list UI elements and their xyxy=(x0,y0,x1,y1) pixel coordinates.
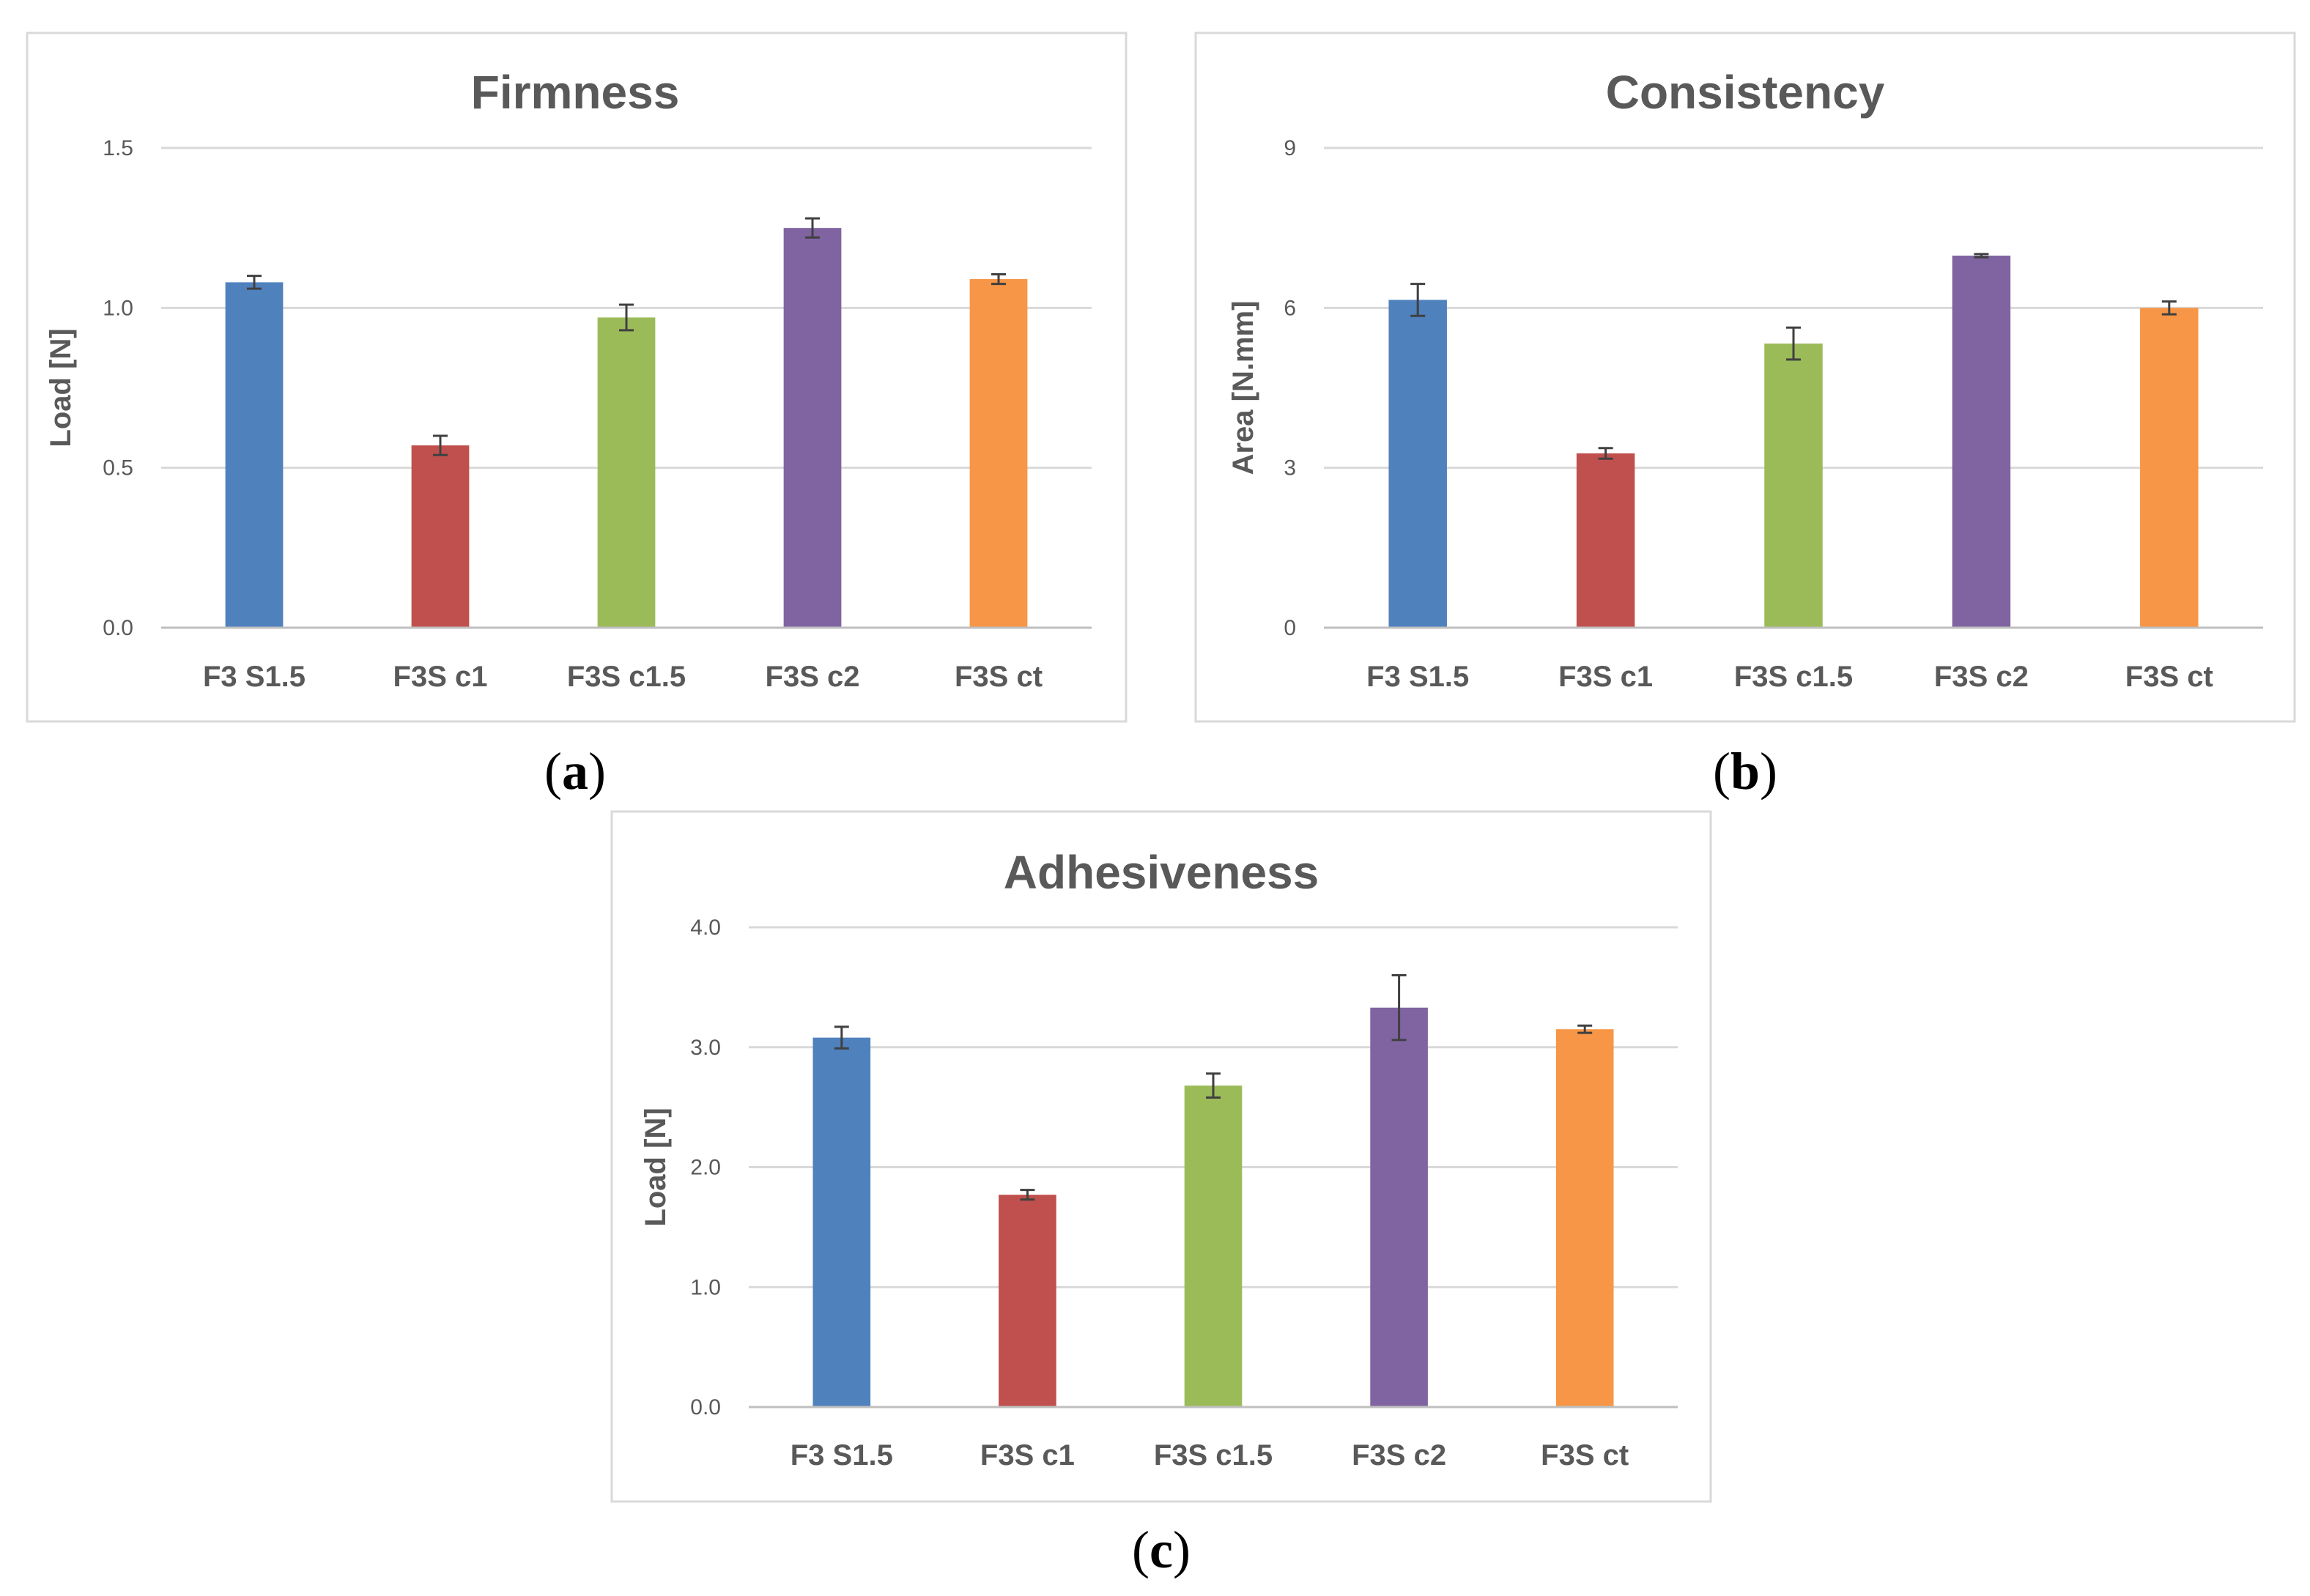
x-tick-label: F3S c2 xyxy=(1352,1439,1446,1471)
error-bar xyxy=(1974,253,1989,259)
error-bar xyxy=(1391,974,1407,1042)
error-bar xyxy=(1786,326,1801,361)
y-tick-label: 4.0 xyxy=(690,916,721,940)
error-bar xyxy=(1410,283,1426,317)
y-tick-label: 2.0 xyxy=(690,1156,721,1180)
y-tick-label: 6 xyxy=(1284,296,1296,320)
x-tick-label: F3 S1.5 xyxy=(1366,661,1469,693)
error-bars xyxy=(834,974,1593,1201)
bar xyxy=(2140,308,2199,628)
error-bar xyxy=(247,275,262,290)
y-tick-label: 0.5 xyxy=(103,456,133,480)
error-bar xyxy=(1020,1189,1035,1201)
x-tick-label: F3S c1 xyxy=(1558,661,1653,693)
y-tick-labels: 0.0 0.5 1.0 1.5 xyxy=(103,136,133,640)
bars xyxy=(812,1007,1614,1407)
y-axis-label: Load [N] xyxy=(45,328,77,447)
bar xyxy=(1555,1029,1614,1407)
chart-adhesiveness: Adhesiveness Load [N] 0.0 1.0 2.0 3.0 4.0 F3… xyxy=(610,810,1712,1503)
y-tick-label: 1.0 xyxy=(690,1275,721,1299)
y-tick-label: 0.0 xyxy=(103,616,133,640)
y-tick-label: 0.0 xyxy=(690,1395,721,1419)
bar xyxy=(1764,344,1823,628)
y-axis-label: Area [N.mm] xyxy=(1227,301,1259,475)
bar xyxy=(969,279,1028,628)
error-bar xyxy=(1598,447,1613,460)
x-tick-label: F3S c1.5 xyxy=(567,661,686,693)
y-tick-label: 9 xyxy=(1284,136,1296,160)
error-bar xyxy=(619,303,634,332)
chart-firmness: Firmness Load [N] 0.00.51.01.5 F3 S1.5 F3… xyxy=(26,31,1128,723)
bars xyxy=(225,228,1028,628)
y-axis-label: Load [N] xyxy=(640,1107,672,1226)
error-bars xyxy=(1410,253,2177,460)
x-tick-label: F3S c1 xyxy=(393,661,488,693)
panel-label-a: (a) xyxy=(544,742,606,801)
bar xyxy=(597,317,656,628)
x-tick-label: F3S ct xyxy=(2125,661,2213,693)
x-tick-label: F3S c1.5 xyxy=(1154,1439,1273,1471)
x-tick-label: F3S c1.5 xyxy=(1734,661,1853,693)
error-bar xyxy=(2161,300,2177,316)
x-tick-label: F3S c2 xyxy=(766,661,860,693)
x-tick-label: F3S ct xyxy=(1541,1439,1629,1471)
bar xyxy=(783,228,842,628)
bar xyxy=(1952,256,2011,628)
x-tick-labels: F3 S1.5 F3S c1 F3S c1.5 F3S c2 F3S ct xyxy=(1366,661,2213,693)
bar xyxy=(411,445,470,628)
x-tick-label: F3S ct xyxy=(955,661,1043,693)
error-bar xyxy=(991,272,1006,286)
x-tick-label: F3S c1 xyxy=(980,1439,1075,1471)
error-bar xyxy=(1206,1072,1221,1099)
y-tick-label: 0 xyxy=(1284,616,1296,640)
y-tick-label: 1.5 xyxy=(103,136,133,160)
y-tick-label: 3.0 xyxy=(690,1036,721,1060)
x-tick-labels: F3 S1.5 F3S c1 F3S c1.5 F3S c2 F3S ct xyxy=(791,1439,1629,1471)
y-tick-labels: 0.0 1.0 2.0 3.0 4.0 xyxy=(690,916,721,1419)
panel-label-c: (c) xyxy=(1132,1521,1191,1579)
bar xyxy=(1576,453,1635,628)
y-tick-label: 1.0 xyxy=(103,296,133,320)
x-tick-labels: F3 S1.5 F3S c1 F3S c1.5 F3S c2 F3S ct xyxy=(203,661,1043,693)
error-bar xyxy=(1577,1024,1593,1034)
bar xyxy=(1184,1085,1243,1407)
panel-label-b: (b) xyxy=(1713,742,1777,801)
x-tick-label: F3S c2 xyxy=(1934,661,2029,693)
error-bar xyxy=(834,1025,849,1050)
bar xyxy=(1388,300,1447,628)
chart-title: Consistency xyxy=(1606,66,1885,119)
bar xyxy=(225,282,284,628)
error-bars xyxy=(247,217,1006,456)
chart-consistency: Consistency Area [N.mm] 0 3 6 9 F3 S1.5 F3S … xyxy=(1194,31,2296,723)
x-tick-label: F3 S1.5 xyxy=(791,1439,893,1471)
chart-frame xyxy=(610,810,1712,1503)
bar xyxy=(1370,1007,1428,1407)
y-tick-labels: 0 3 6 9 xyxy=(1284,136,1296,640)
error-bar xyxy=(805,217,820,239)
chart-title: Adhesiveness xyxy=(1004,846,1319,899)
bar xyxy=(999,1195,1056,1407)
x-tick-label: F3 S1.5 xyxy=(203,661,306,693)
chart-frame xyxy=(1194,31,2296,723)
chart-title: Firmness xyxy=(471,66,680,119)
chart-frame xyxy=(26,31,1128,723)
y-tick-label: 3 xyxy=(1284,456,1296,480)
error-bar xyxy=(433,434,448,456)
bars xyxy=(1388,256,2199,628)
bar xyxy=(812,1037,871,1407)
